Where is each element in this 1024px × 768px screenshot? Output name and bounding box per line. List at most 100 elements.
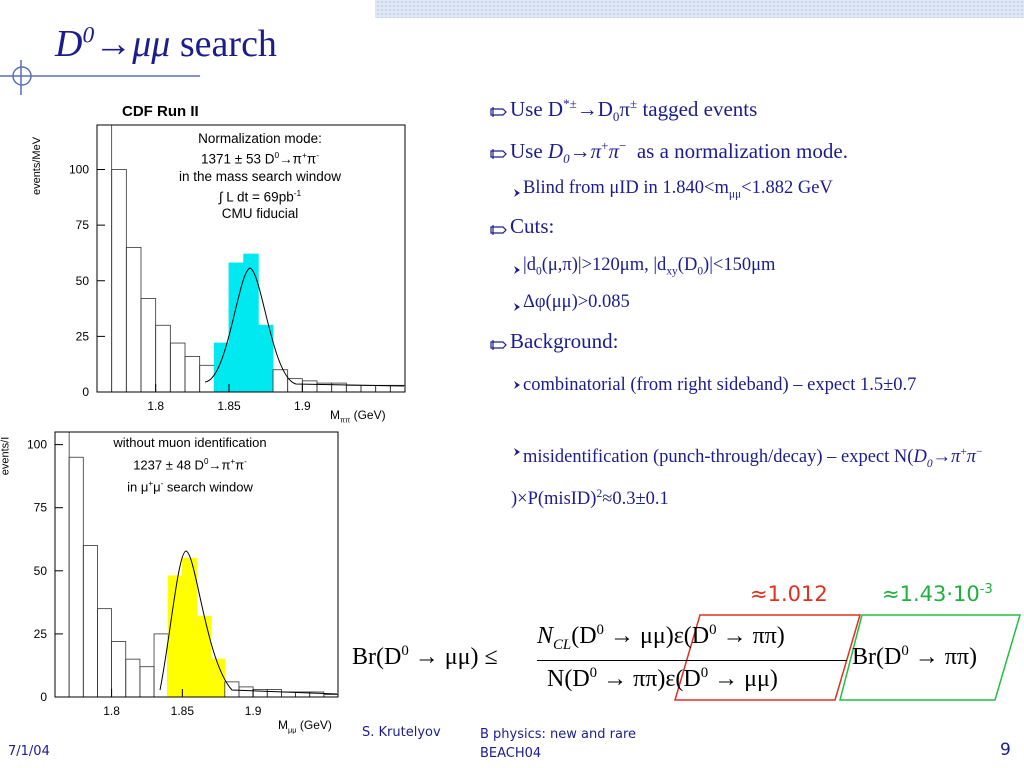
text: μμ <box>288 725 297 735</box>
text: Br(D <box>852 644 902 670</box>
y-tick-label: 75 <box>34 501 48 515</box>
text: (D <box>571 623 597 649</box>
text: Blind from μID in 1.840<m <box>523 178 729 198</box>
y-label: events/I <box>0 436 12 476</box>
text: combinatorial (from right sideband) – ex… <box>523 375 917 395</box>
text: → μμ) ≤ <box>408 644 498 670</box>
text: misidentification (punch-through/decay) … <box>523 447 914 468</box>
text: 0 <box>901 643 909 659</box>
text: → ππ) <box>908 644 977 670</box>
footer-date: 7/1/04 <box>8 744 50 759</box>
sub-bullet: Blind from μID in 1.840<mμμ<1.882 GeV <box>523 178 833 201</box>
formula-lhs: Br(D0 → μμ) ≤ <box>352 643 498 671</box>
y-label: events/MeV <box>31 136 44 196</box>
text: in μ <box>127 479 149 495</box>
bullet-hand <box>490 149 507 159</box>
histogram-bar <box>196 615 212 698</box>
y-tick-label: 50 <box>34 564 48 578</box>
text: Cuts: <box>510 214 555 238</box>
text: )×P(misID) <box>511 489 597 509</box>
bullet-hand <box>490 225 507 235</box>
text: ≈0.3±0.1 <box>602 489 669 509</box>
text: → ππ) <box>716 623 785 649</box>
x-tick-label: 1.85 <box>217 399 241 413</box>
text: |d <box>523 255 536 275</box>
text: Br(D <box>352 644 402 670</box>
bullet: Use D0→π+π− as a normalization mode. <box>510 138 848 167</box>
title-part: 0 <box>82 22 95 49</box>
text: Δφ(μμ)>0.085 <box>523 292 630 312</box>
title-part: D <box>55 23 83 65</box>
fraction-bar <box>537 660 847 661</box>
text: D <box>547 139 564 163</box>
text: CL <box>553 636 572 653</box>
bullet-arrow <box>514 303 520 311</box>
text: π <box>235 457 245 473</box>
text: BEACH04 <box>480 746 542 761</box>
fit-curve <box>204 267 405 387</box>
fit-curve <box>159 550 338 695</box>
x-label: Mμμ (GeV) <box>278 718 332 734</box>
text: →π <box>279 151 302 167</box>
text: ≈1.43·10 <box>882 582 980 606</box>
text: Use <box>510 139 548 163</box>
histogram-bar <box>243 253 259 393</box>
text: as a normalization mode. <box>626 139 848 163</box>
annotation-red: ≈1.012 <box>750 582 828 606</box>
header-band <box>375 0 1024 18</box>
y-tick-label: 50 <box>76 274 90 288</box>
y-tick-label: 25 <box>34 627 48 641</box>
text: → <box>576 97 598 121</box>
text: M <box>330 408 340 422</box>
text: − <box>976 446 983 458</box>
text: 2 <box>596 487 603 500</box>
sub-bullet: misidentification (punch-through/decay) … <box>511 437 991 514</box>
text: 0 <box>401 643 409 659</box>
text: ∫ L dt = 69pb <box>218 189 294 204</box>
text: <1.882 GeV <box>741 178 833 198</box>
text: (D <box>677 255 698 275</box>
x-tick-label: 1.85 <box>171 704 195 718</box>
text: 0 <box>612 109 620 125</box>
bullet: Background: <box>510 329 618 354</box>
text: 0 <box>535 265 542 278</box>
page-number: 9 <box>1000 740 1011 760</box>
text: tagged events <box>637 97 758 121</box>
text: 1371 ± 53 D <box>201 151 275 167</box>
text: Use D <box>510 97 564 121</box>
text: -3 <box>979 582 993 597</box>
plot-header: CDF Run II <box>122 103 199 120</box>
text: CMU fiducial <box>221 206 299 221</box>
red-box <box>673 614 862 701</box>
text: M <box>278 718 288 732</box>
title: D0→μμ search <box>55 22 277 66</box>
text: Background: <box>510 329 619 353</box>
plot-note: Normalization mode: 1371 ± 53 D0→π+π- in… <box>150 130 370 222</box>
y-tick-label: 0 <box>40 690 47 704</box>
text: 0 <box>709 622 717 638</box>
text: → μμ) <box>708 666 778 692</box>
histogram-bar <box>213 342 230 393</box>
text: + <box>230 457 236 466</box>
x-tick-label: 1.8 <box>147 399 164 413</box>
text: 0 <box>274 150 280 160</box>
sub-bullet: Δφ(μμ)>0.085 <box>523 292 630 313</box>
text: xy <box>666 265 678 278</box>
text: 0 <box>563 151 570 167</box>
text: without muon identification <box>113 435 267 450</box>
text: N(D <box>547 666 590 692</box>
text: - <box>316 150 319 160</box>
x-tick-label: 1.8 <box>103 704 120 718</box>
plot-frame <box>96 124 406 393</box>
text: π <box>619 97 631 121</box>
plot-frame <box>54 431 339 698</box>
text: + <box>601 138 609 153</box>
formula-denominator: N(D0 → ππ)ε(D0 → μμ) <box>547 665 778 693</box>
text: 0 <box>596 622 604 638</box>
text: π <box>590 139 602 163</box>
text: D <box>913 447 927 468</box>
text: in the mass search window <box>178 168 342 184</box>
text: )|<150μm <box>703 255 776 275</box>
annotation-green: ≈1.43·10-3 <box>882 582 993 606</box>
text: (GeV) <box>350 408 386 422</box>
